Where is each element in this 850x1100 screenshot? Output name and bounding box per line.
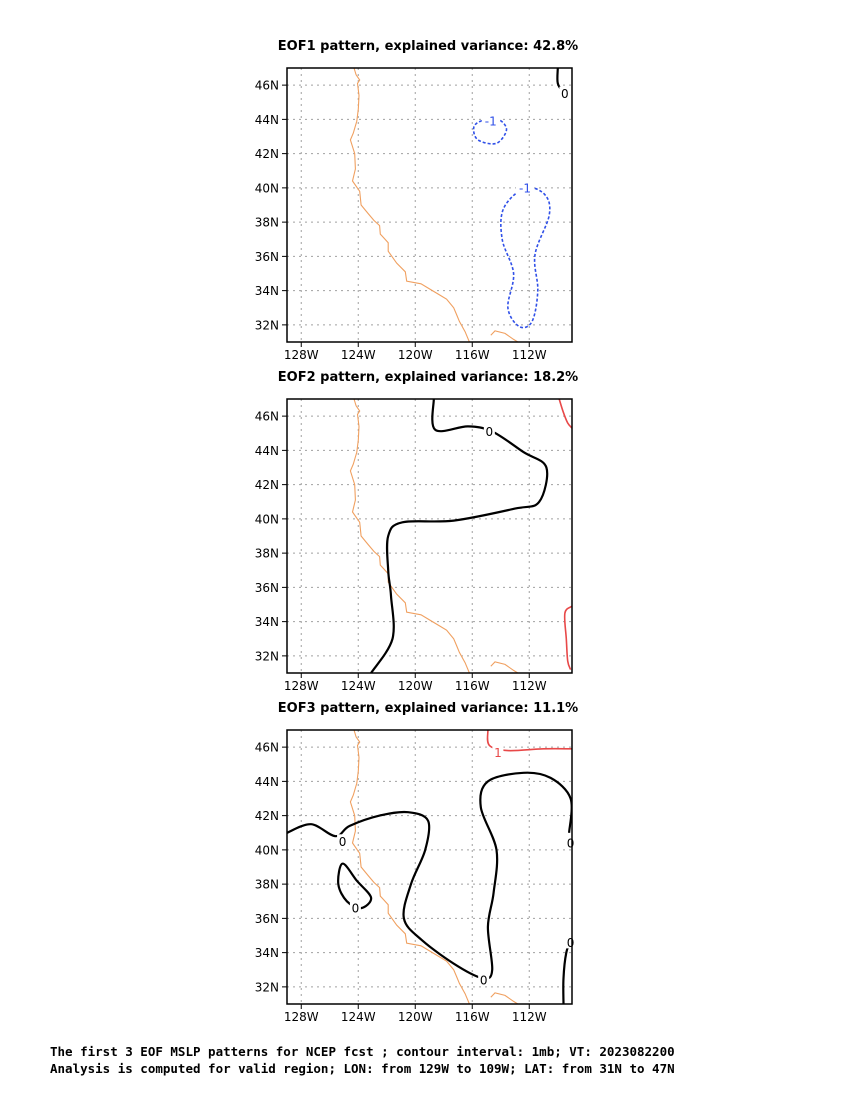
- contour-label-bg: [492, 745, 504, 759]
- lat-tick-label: 42N: [255, 478, 279, 492]
- eof3-contour-pos-n: [486, 730, 572, 752]
- caption-line-1: The first 3 EOF MSLP patterns for NCEP f…: [50, 1044, 675, 1059]
- map-grid: [287, 730, 572, 1004]
- contour-label: -1: [519, 181, 531, 195]
- lat-tick-label: 44N: [255, 444, 279, 458]
- map-frame: [286, 729, 573, 1005]
- contour-label-bg: [337, 834, 349, 848]
- lon-tick-label: 120W: [398, 348, 433, 362]
- lat-tick-label: 40N: [255, 843, 279, 857]
- eof1-title: EOF1 pattern, explained variance: 42.8%: [278, 39, 578, 54]
- coastline: [349, 399, 470, 673]
- lat-tick-label: 36N: [255, 581, 279, 595]
- coastline: [349, 68, 470, 342]
- eof3-contour-zero-west: [287, 771, 572, 980]
- coastline-gulf: [490, 330, 519, 342]
- figure-caption: The first 3 EOF MSLP patterns for NCEP f…: [50, 1043, 840, 1077]
- contour-label-bg: [559, 86, 571, 100]
- eof3-panel: EOF3 pattern, explained variance: 11.1% …: [255, 701, 578, 1024]
- eof1-panel: EOF1 pattern, explained variance: 42.8% …: [255, 39, 578, 362]
- lat-tick-label: 44N: [255, 775, 279, 789]
- lon-tick-label: 116W: [455, 1010, 490, 1024]
- eof2-contour-pos-ne: [558, 399, 572, 429]
- eof3-title: EOF3 pattern, explained variance: 11.1%: [278, 701, 578, 716]
- lon-tick-label: 128W: [284, 348, 319, 362]
- lat-tick-label: 46N: [255, 410, 279, 424]
- lon-tick-label: 128W: [284, 1010, 319, 1024]
- lat-tick-label: 32N: [255, 980, 279, 994]
- lat-tick-label: 42N: [255, 809, 279, 823]
- eof3-contour-zero-loop: [337, 862, 373, 910]
- caption-line-2: Analysis is computed for valid region; L…: [50, 1061, 675, 1076]
- lon-tick-label: 112W: [512, 348, 547, 362]
- contour-label: 1: [494, 746, 502, 760]
- lat-tick-label: 36N: [255, 250, 279, 264]
- lat-tick-label: 32N: [255, 318, 279, 332]
- contour-label: 0: [561, 87, 569, 101]
- lon-tick-label: 112W: [512, 1010, 547, 1024]
- lon-tick-label: 116W: [455, 679, 490, 693]
- coastline-gulf: [490, 661, 519, 673]
- eof2-panel: EOF2 pattern, explained variance: 18.2% …: [255, 370, 578, 693]
- eof2-title: EOF2 pattern, explained variance: 18.2%: [278, 370, 578, 385]
- contour-label-bg: [515, 180, 534, 194]
- lat-tick-label: 38N: [255, 547, 279, 561]
- contour-label-bg: [478, 973, 490, 987]
- map-frame: [286, 398, 573, 674]
- lon-tick-label: 112W: [512, 679, 547, 693]
- lat-tick-label: 40N: [255, 181, 279, 195]
- contour-label-bg: [565, 935, 572, 949]
- lon-tick-label: 120W: [398, 679, 433, 693]
- lon-tick-label: 120W: [398, 1010, 433, 1024]
- contour-label: 0: [567, 837, 575, 851]
- eof1-contour-neg-south: [500, 186, 551, 329]
- lat-tick-label: 32N: [255, 649, 279, 663]
- contour-label-bg: [565, 836, 572, 850]
- lon-tick-label: 128W: [284, 679, 319, 693]
- lat-tick-label: 46N: [255, 741, 279, 755]
- contour-label: 0: [567, 936, 575, 950]
- contour-label-bg: [481, 114, 500, 128]
- contour-label: 0: [486, 425, 494, 439]
- lat-tick-label: 34N: [255, 615, 279, 629]
- lat-tick-label: 34N: [255, 946, 279, 960]
- lat-tick-label: 44N: [255, 113, 279, 127]
- contour-label-bg: [349, 901, 361, 915]
- lat-tick-label: 46N: [255, 79, 279, 93]
- coastline-gulf: [490, 992, 519, 1004]
- contour-label: 0: [352, 902, 360, 916]
- coastline: [349, 730, 470, 1004]
- lat-tick-label: 42N: [255, 147, 279, 161]
- contour-label: 0: [339, 835, 347, 849]
- eof2-contour-zero-main: [370, 399, 549, 673]
- lat-tick-label: 34N: [255, 284, 279, 298]
- eof2-contour-pos-se: [563, 605, 572, 670]
- contour-label: -1: [485, 115, 497, 129]
- map-grid: [287, 68, 572, 342]
- lat-tick-label: 38N: [255, 216, 279, 230]
- map-frame: [286, 67, 573, 343]
- lon-tick-label: 124W: [341, 348, 376, 362]
- lat-tick-label: 38N: [255, 878, 279, 892]
- lat-tick-label: 36N: [255, 912, 279, 926]
- lon-tick-label: 124W: [341, 679, 376, 693]
- lat-tick-label: 40N: [255, 512, 279, 526]
- eof-figure: EOF1 pattern, explained variance: 42.8% …: [255, 39, 578, 1024]
- map-grid: [287, 399, 572, 673]
- contour-label: 0: [480, 974, 488, 988]
- lon-tick-label: 116W: [455, 348, 490, 362]
- lon-tick-label: 124W: [341, 1010, 376, 1024]
- contour-label-bg: [483, 424, 495, 438]
